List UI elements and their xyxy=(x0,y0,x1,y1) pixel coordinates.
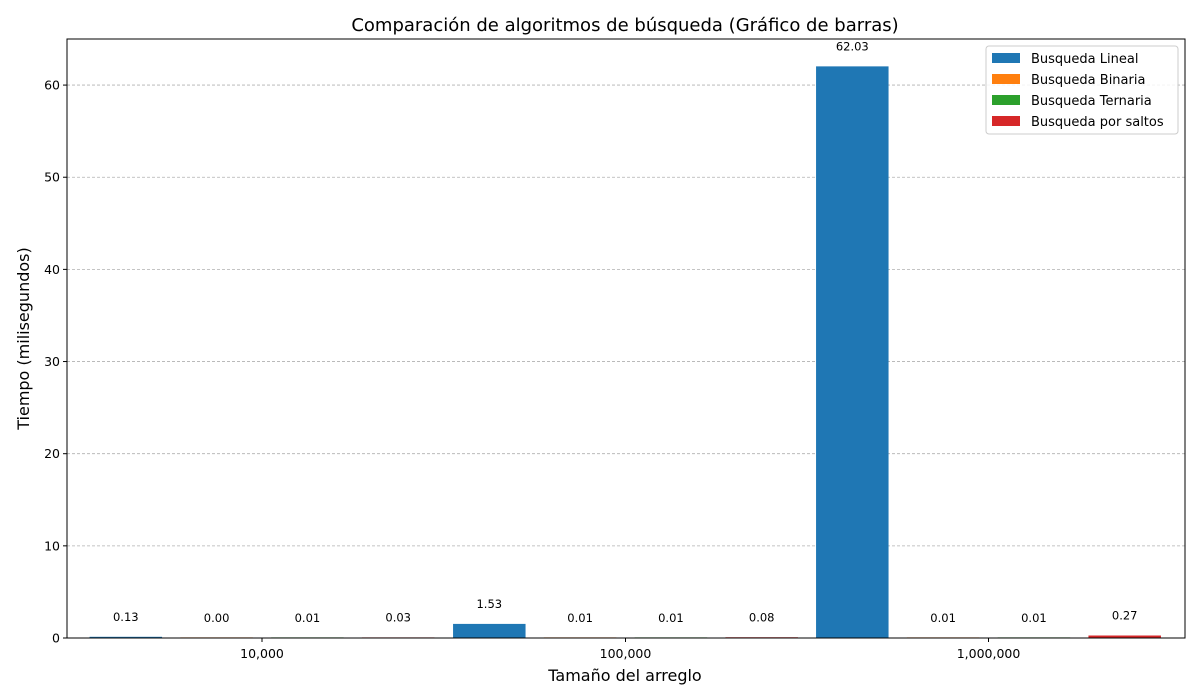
legend-swatch xyxy=(992,116,1020,126)
bar xyxy=(1088,635,1161,638)
y-tick-label: 30 xyxy=(44,354,60,369)
y-tick-label: 20 xyxy=(44,446,60,461)
legend-box xyxy=(985,45,1179,135)
chart-title: Comparación de algoritmos de búsqueda (G… xyxy=(351,15,898,36)
bar-value-label: 0.01 xyxy=(1021,611,1047,625)
x-tick-label: 1,000,000 xyxy=(957,646,1021,661)
bars xyxy=(89,66,1161,638)
data-labels: 0.13 1.53 62.03 0.00 0.01 0.01 0.01 0.01 0.01 0.0… xyxy=(113,39,1138,625)
bar xyxy=(816,66,889,638)
legend-label: Busqueda Ternaria xyxy=(1031,94,1152,109)
grid xyxy=(67,84,1185,547)
bar-value-label: 0.13 xyxy=(113,610,139,624)
bar xyxy=(453,623,526,638)
bar-value-label: 1.53 xyxy=(476,597,502,611)
bar xyxy=(89,636,163,638)
legend-swatch xyxy=(992,53,1020,63)
bar-value-label: 0.00 xyxy=(204,611,230,625)
bar-value-label: 0.08 xyxy=(749,610,775,624)
legend-swatch xyxy=(992,95,1020,105)
legend-label: Busqueda Lineal xyxy=(1031,52,1138,67)
legend: Busqueda Lineal Busqueda Binaria Busqueda … xyxy=(985,45,1179,135)
bar-value-label: 62.03 xyxy=(836,39,869,53)
y-tick-label: 60 xyxy=(44,78,60,93)
x-tick-label: 10,000 xyxy=(240,646,284,661)
y-tick-label: 50 xyxy=(44,170,60,185)
y-tick-label: 0 xyxy=(52,631,60,646)
y-axis-ticks: 0 10 20 30 40 50 60 xyxy=(44,78,67,646)
y-axis-label: Tiempo (milisegundos) xyxy=(14,247,33,431)
legend-swatch xyxy=(992,74,1020,84)
bar-value-label: 0.01 xyxy=(930,611,956,625)
y-tick-label: 40 xyxy=(44,262,60,277)
bar-value-label: 0.01 xyxy=(658,611,684,625)
y-tick-label: 10 xyxy=(44,538,60,553)
bar-value-label: 0.03 xyxy=(385,611,411,625)
bar-value-label: 0.01 xyxy=(567,611,593,625)
bar-value-label: 0.01 xyxy=(295,611,321,625)
bar-value-label: 0.27 xyxy=(1112,609,1138,623)
x-tick-label: 100,000 xyxy=(600,646,652,661)
legend-label: Busqueda por saltos xyxy=(1031,115,1164,130)
legend-label: Busqueda Binaria xyxy=(1031,73,1145,88)
x-axis-ticks: 10,000 100,000 1,000,000 xyxy=(240,638,1020,661)
x-axis-label: Tamaño del arreglo xyxy=(547,666,701,685)
